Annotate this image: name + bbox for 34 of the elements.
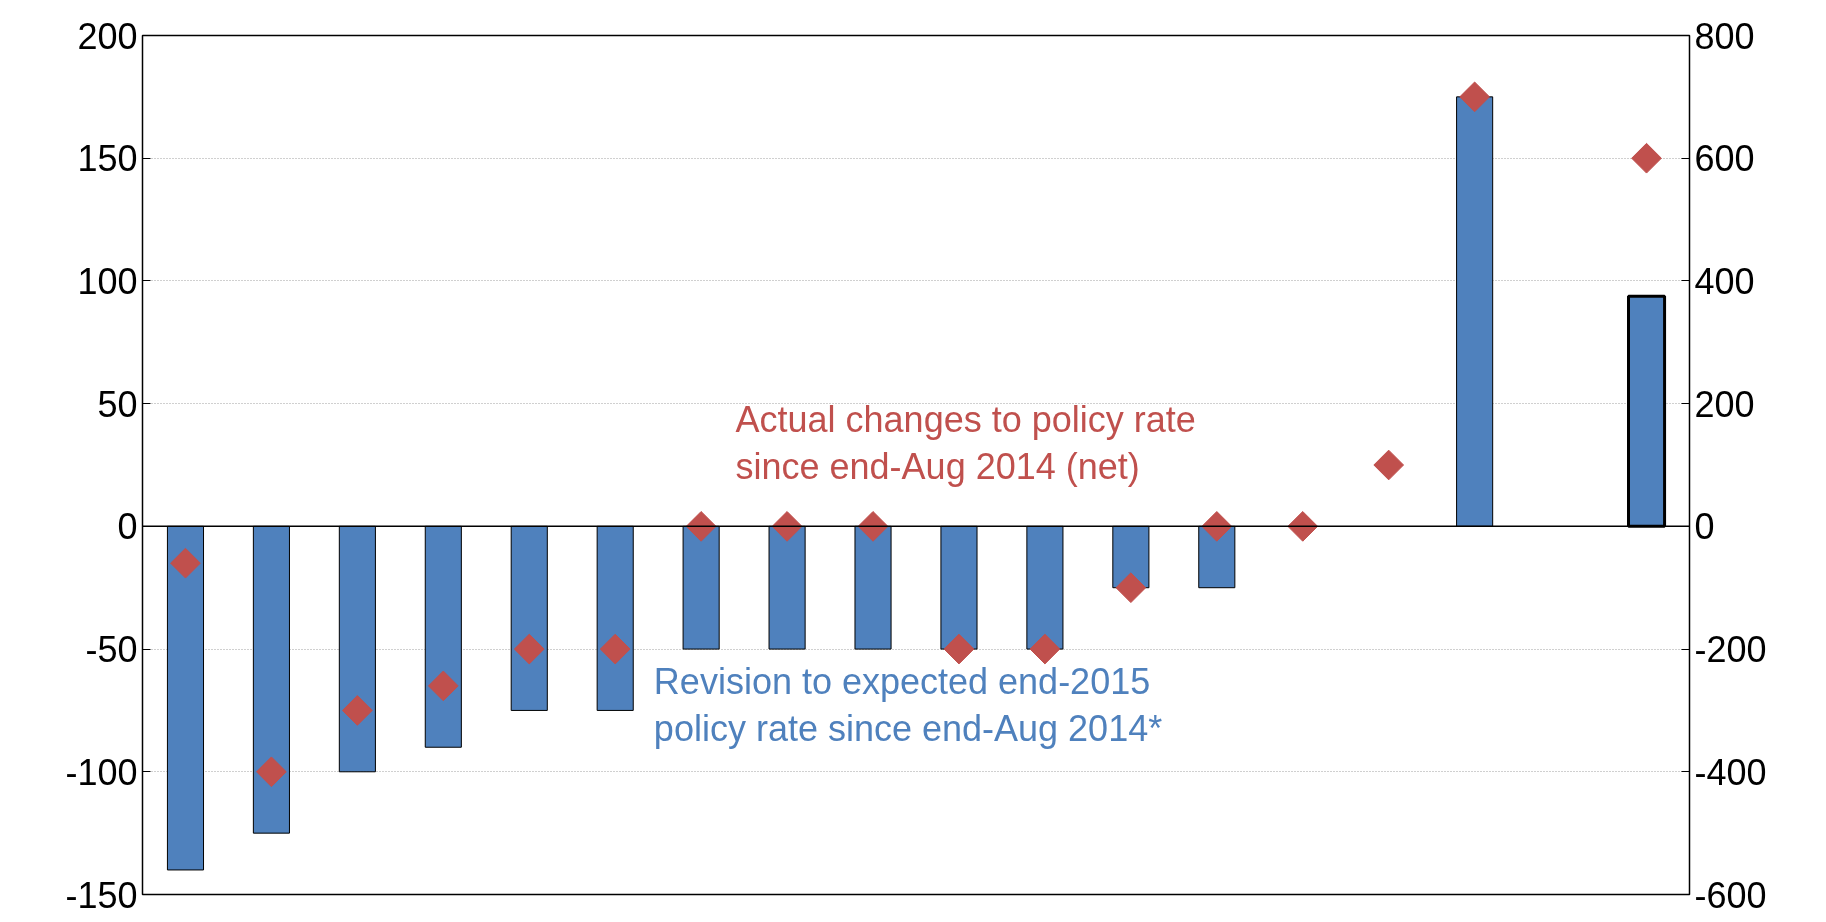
point [1373,449,1405,481]
y2-tick-label: 200 [1694,383,1755,425]
y2-tick-label: 400 [1694,260,1755,302]
y2-tick-label: 800 [1694,15,1755,57]
y-tick-label: -100 [65,751,138,793]
series-label: Revision to expected end-2015 policy rate since end-Aug 2014* [653,661,1163,750]
point [427,670,459,702]
point [1287,511,1319,542]
y2-tick-label: -600 [1694,874,1767,916]
point [256,756,287,788]
point [685,511,717,542]
point [943,633,975,665]
point [1115,572,1147,604]
y-tick-label: 150 [77,138,138,180]
y-tick-label: 200 [77,15,138,57]
point [771,511,803,542]
point [857,511,889,542]
y2-tick-label: -400 [1694,751,1767,793]
point [1201,511,1233,542]
series-label: Actual changes to policy rate since end-Aug 2014 (net) [735,398,1196,487]
point [342,695,373,726]
point [1029,633,1061,665]
point [599,633,631,665]
point [1459,81,1490,113]
y-tick-label: -50 [85,629,138,671]
y2-tick-label: -200 [1694,629,1767,671]
y-tick-label: 100 [77,260,138,302]
point [513,633,545,665]
y2-tick-label: 600 [1694,138,1755,180]
y-tick-label: 0 [117,506,138,548]
point [170,547,201,579]
y-tick-label: -150 [65,874,138,916]
y2-tick-label: 0 [1694,506,1715,548]
y-tick-label: 50 [97,383,138,425]
